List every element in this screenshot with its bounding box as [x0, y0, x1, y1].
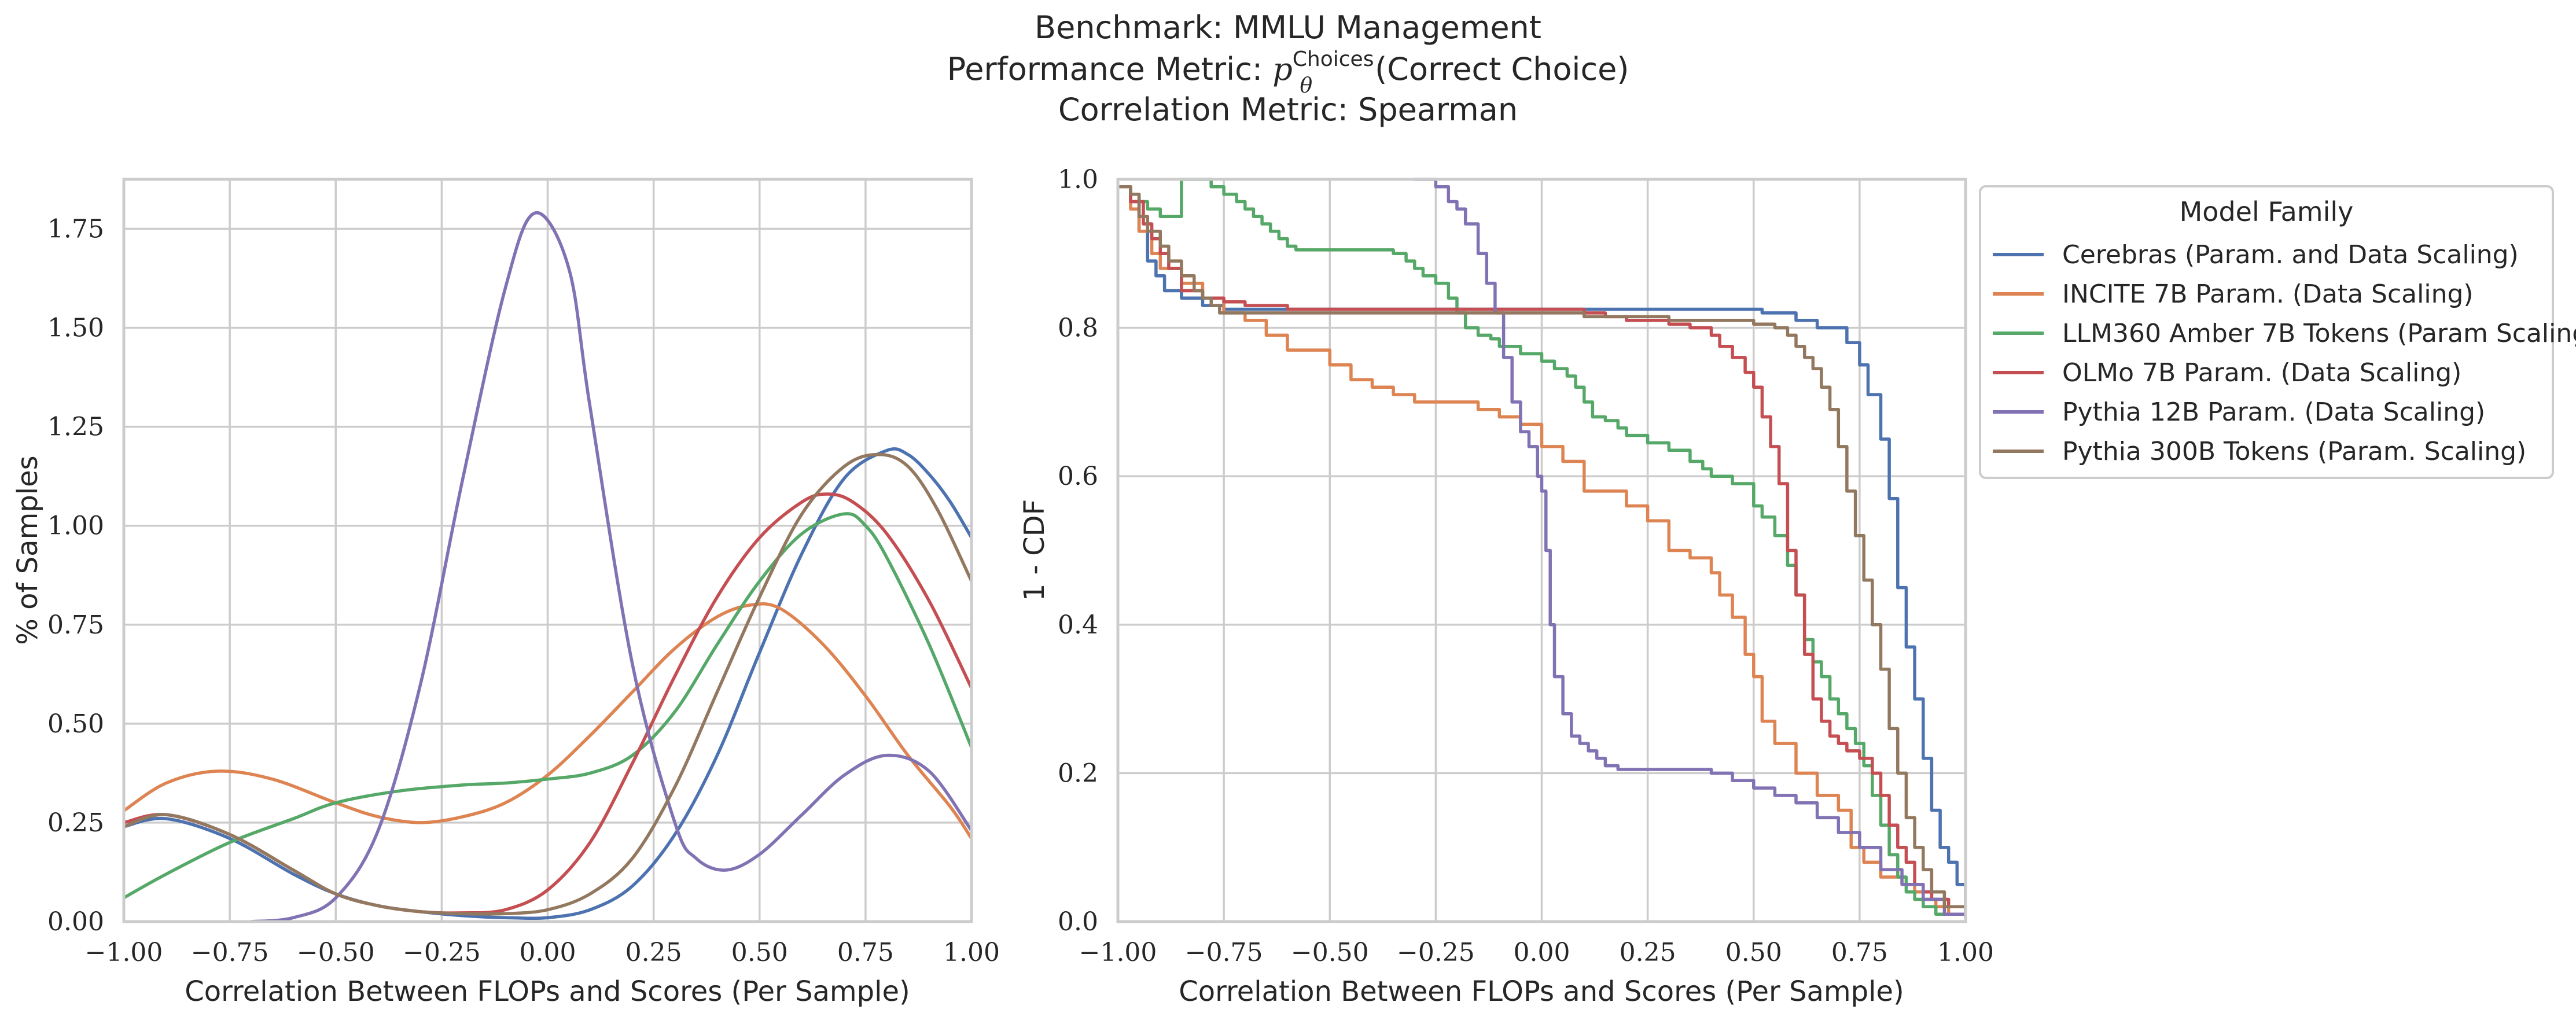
survival-plot-frame [1116, 178, 1967, 923]
survival-series-line-5 [1118, 185, 1966, 916]
kde-plot-frame [122, 178, 973, 923]
kde-x-tick-label: −0.50 [297, 938, 375, 967]
survival-x-tick-label: −0.75 [1185, 938, 1263, 967]
kde-y-tick-label: 0.00 [47, 907, 104, 937]
survival-x-tick-label: −0.50 [1291, 938, 1369, 967]
legend-label: LLM360 Amber 7B Tokens (Param Scaling) [2062, 319, 2576, 348]
survival-series-line-2 [1118, 178, 1966, 916]
survival-x-tick-label: 1.00 [1937, 938, 1994, 967]
kde-panel: −1.00 −0.75 −0.50 −0.25 0.00 0.25 0.50 0.75 1.00… [12, 178, 1000, 1008]
survival-y-tick-label: 0.8 [1058, 314, 1098, 343]
kde-series-line-5 [124, 452, 971, 916]
kde-curves [124, 211, 971, 923]
title-subscript: θ [1300, 74, 1312, 98]
kde-x-tick-label: 0.50 [731, 938, 788, 967]
title-line-3: Correlation Metric: Spearman [1058, 91, 1518, 128]
title-line-2-suffix: (Correct Choice) [1375, 51, 1629, 87]
kde-y-tick-labels: 0.00 0.25 0.50 0.75 1.00 1.25 1.50 1.75 [47, 215, 104, 937]
survival-y-tick-label: 0.0 [1058, 907, 1098, 937]
kde-y-tick-label: 0.75 [47, 610, 104, 640]
survival-y-tick-label: 0.6 [1058, 462, 1098, 491]
title-line-2-prefix: Performance Metric: [947, 51, 1273, 87]
kde-series-line-4 [249, 211, 971, 923]
survival-x-tick-label: −1.00 [1079, 938, 1157, 967]
kde-series-line-0 [124, 447, 971, 920]
legend-box [1979, 185, 2554, 479]
survival-x-tick-label: 0.50 [1725, 938, 1782, 967]
legend-label: INCITE 7B Param. (Data Scaling) [2062, 279, 2474, 309]
survival-x-axis-label: Correlation Between FLOPs and Scores (Pe… [1179, 975, 1904, 1008]
kde-y-tick-label: 1.75 [47, 215, 104, 244]
legend-label: OLMo 7B Param. (Data Scaling) [2062, 358, 2461, 388]
survival-x-tick-label: 0.75 [1831, 938, 1888, 967]
survival-y-tick-label: 0.2 [1058, 758, 1098, 788]
kde-x-tick-label: 1.00 [943, 938, 1000, 967]
kde-x-axis-label: Correlation Between FLOPs and Scores (Pe… [185, 975, 910, 1008]
kde-gridlines [123, 179, 973, 923]
survival-x-tick-label: −0.25 [1397, 938, 1475, 967]
title-line-2: Performance Metric: pChoices θ (Correct Ch… [947, 47, 1629, 98]
survival-x-tick-label: 0.00 [1514, 938, 1570, 967]
legend: Model Family Cerebras (Param. and Data S… [1979, 185, 2576, 479]
legend-label: Cerebras (Param. and Data Scaling) [2062, 240, 2519, 270]
kde-y-tick-label: 0.50 [47, 709, 104, 739]
survival-series-line-0 [1118, 185, 1966, 909]
survival-series-line-4 [1413, 178, 1966, 920]
survival-y-tick-label: 1.0 [1058, 165, 1098, 194]
legend-label: Pythia 12B Param. (Data Scaling) [2062, 397, 2485, 427]
survival-y-axis-label: 1 - CDF [1018, 499, 1051, 601]
kde-x-tick-label: −1.00 [85, 938, 163, 967]
title-line-1: Benchmark: MMLU Management [1035, 9, 1541, 46]
survival-panel: −1.00 −0.75 −0.50 −0.25 0.00 0.25 0.50 0.75 1.00… [1018, 165, 1994, 1008]
legend-label: Pythia 300B Tokens (Param. Scaling) [2062, 437, 2526, 466]
kde-y-axis-label: % of Samples [12, 455, 44, 644]
legend-title: Model Family [2180, 196, 2354, 227]
kde-y-tick-label: 1.50 [47, 314, 104, 343]
survival-y-tick-label: 0.4 [1058, 610, 1098, 640]
title-superscript: Choices [1293, 47, 1374, 71]
survival-x-tick-label: 0.25 [1620, 938, 1676, 967]
kde-x-tick-label: 0.00 [520, 938, 576, 967]
survival-y-tick-labels: 0.0 0.2 0.4 0.6 0.8 1.0 [1058, 165, 1098, 937]
figure-title: Benchmark: MMLU Management Performance M… [947, 9, 1629, 128]
legend-entries: Cerebras (Param. and Data Scaling) INCITE… [1993, 240, 2576, 466]
kde-x-tick-label: −0.25 [403, 938, 481, 967]
kde-x-tick-labels: −1.00 −0.75 −0.50 −0.25 0.00 0.25 0.50 0.75 1.00 [85, 938, 1000, 967]
kde-series-line-2 [124, 512, 971, 900]
kde-x-tick-label: −0.75 [191, 938, 269, 967]
title-p-symbol: p [1272, 51, 1293, 87]
survival-curves [1118, 178, 1966, 920]
kde-y-tick-label: 1.25 [47, 412, 104, 442]
kde-x-tick-label: 0.25 [625, 938, 682, 967]
kde-series-line-1 [124, 602, 971, 841]
kde-y-tick-label: 1.00 [47, 511, 104, 541]
kde-y-tick-label: 0.25 [47, 808, 104, 838]
kde-x-tick-label: 0.75 [837, 938, 894, 967]
survival-x-tick-labels: −1.00 −0.75 −0.50 −0.25 0.00 0.25 0.50 0.75 1.00 [1079, 938, 1994, 967]
